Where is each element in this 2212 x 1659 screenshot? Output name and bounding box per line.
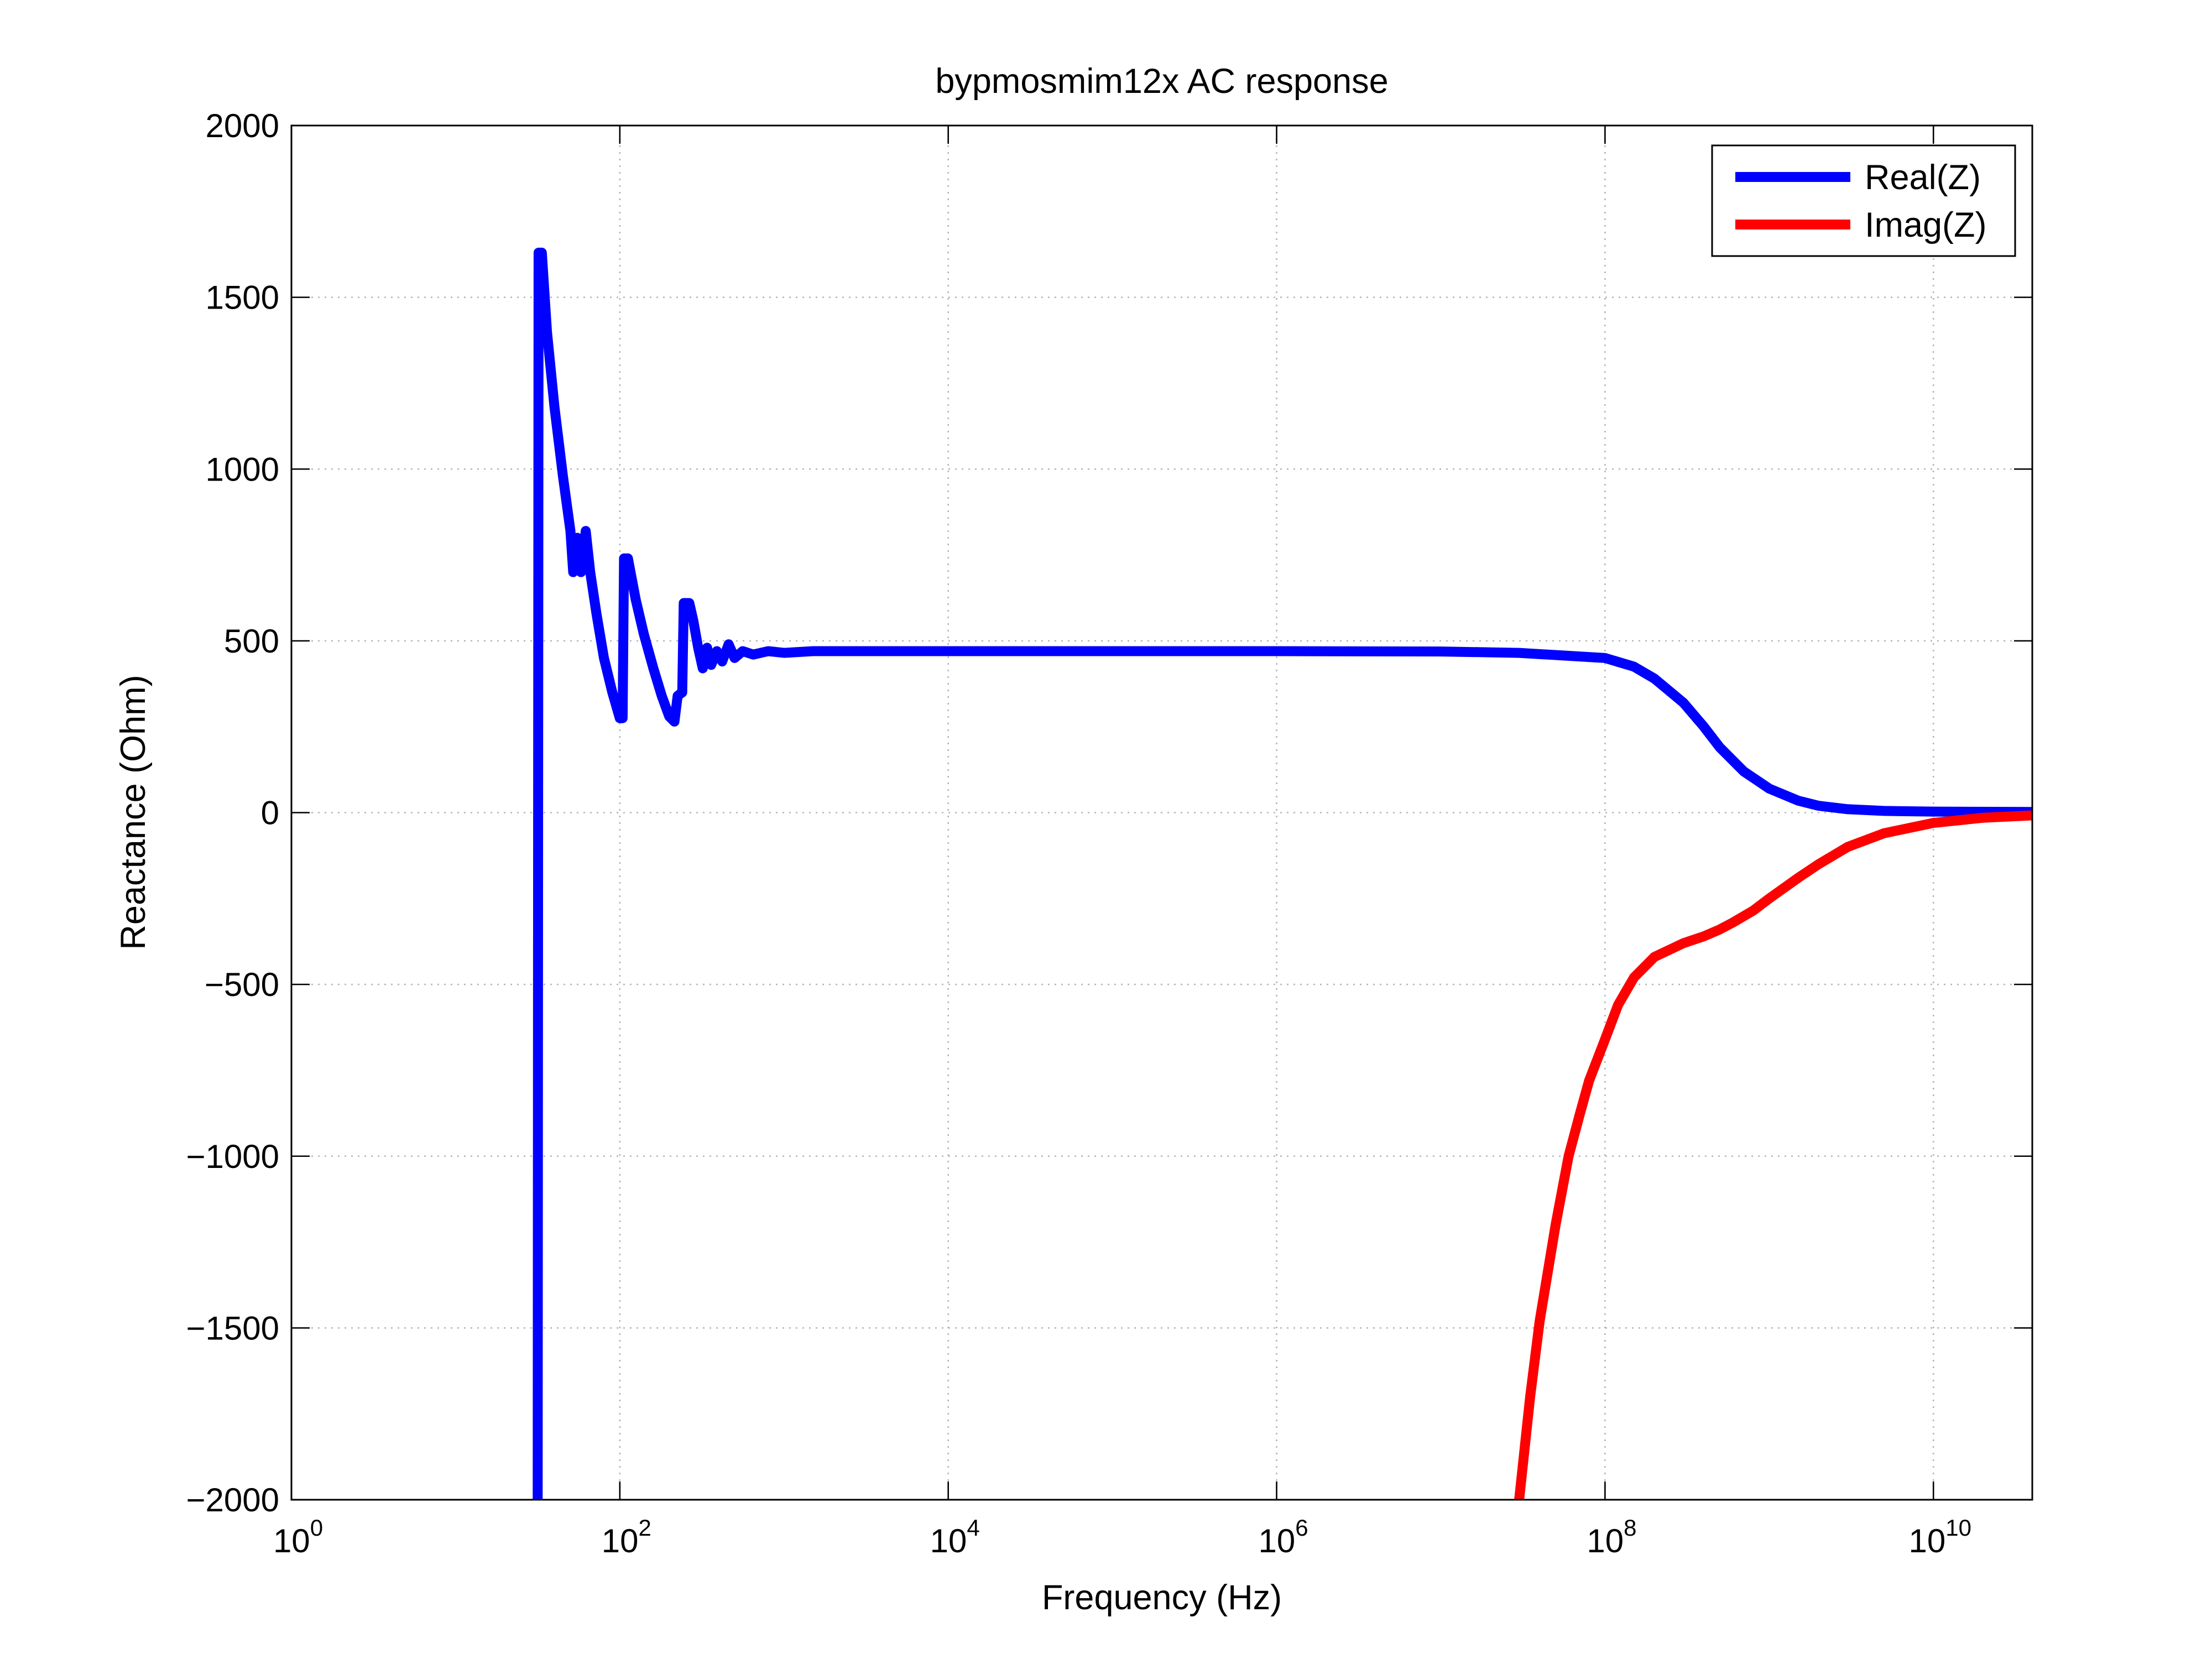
legend: Real(Z) Imag(Z) [1711, 144, 2016, 257]
x-tick-label: 106 [1258, 1515, 1308, 1559]
series-line-imag [1514, 810, 2032, 1500]
y-tick-label: −1000 [186, 1138, 279, 1175]
y-tick-label: −1500 [186, 1310, 279, 1347]
y-tick-label: −2000 [186, 1481, 279, 1519]
legend-label-real: Real(Z) [1865, 158, 1981, 197]
axes-frame [290, 124, 2033, 1501]
x-tick-label: 102 [602, 1515, 651, 1559]
y-tick-label: 500 [224, 623, 279, 660]
x-tick-label: 1010 [1909, 1515, 1971, 1559]
x-tick-labels: 100 102 104 106 108 1010 [273, 1515, 1971, 1559]
y-tick-label: 1000 [206, 451, 279, 488]
y-tick-label: 0 [261, 795, 279, 832]
legend-box [1711, 144, 2016, 257]
y-tick-labels: 2000 1500 1000 500 0 −500 −1000 −1500 −2000 [186, 107, 279, 1519]
legend-label-imag: Imag(Z) [1865, 206, 1987, 244]
series-line-real [533, 247, 2032, 1500]
y-axis-title: Reactance (Ohm) [114, 675, 153, 950]
x-tick-label: 104 [930, 1515, 980, 1559]
x-axis-title: Frequency (Hz) [1042, 1578, 1282, 1617]
plot-clip [533, 247, 2032, 1500]
chart-title: bypmosmim12x AC response [935, 62, 1388, 101]
y-tick-label: 1500 [206, 279, 279, 316]
x-tick-label: 100 [273, 1515, 323, 1559]
x-tick-label: 108 [1587, 1515, 1636, 1559]
series-lines [533, 247, 2032, 1500]
y-tick-label: 2000 [206, 107, 279, 144]
y-tick-label: −500 [205, 966, 279, 1003]
